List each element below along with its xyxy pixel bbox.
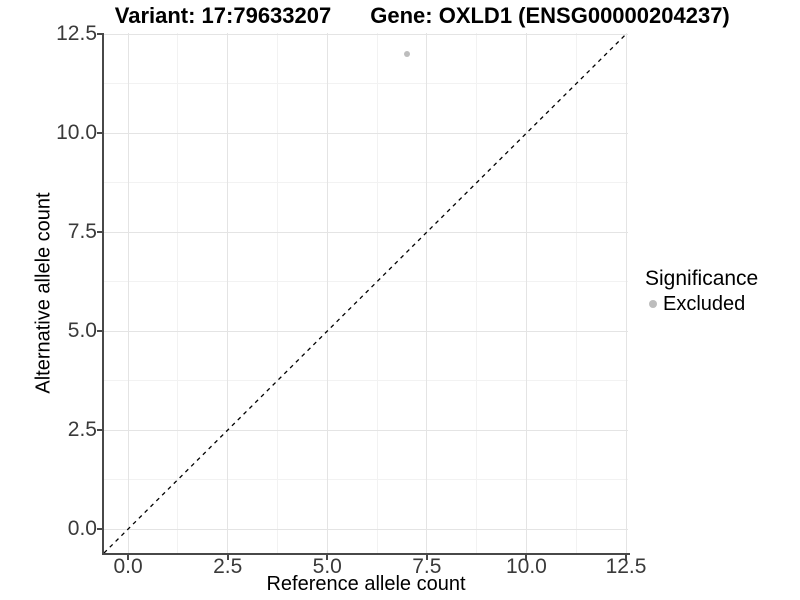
y-tick-label: 7.5 [67, 220, 97, 244]
x-minor-gridline [376, 33, 378, 553]
y-major-gridline [104, 33, 628, 35]
y-tick-mark [97, 132, 102, 135]
y-tick-label: 2.5 [67, 418, 97, 442]
y-tick-label: 0.0 [67, 517, 97, 541]
gene-title: Gene: OXLD1 (ENSG00000204237) [370, 3, 730, 28]
legend-item-label: Excluded [663, 293, 746, 315]
x-major-gridline [426, 33, 428, 553]
x-tick-mark [625, 555, 627, 560]
x-tick-mark [226, 555, 229, 560]
x-tick-mark [127, 555, 130, 560]
y-minor-gridline [104, 380, 628, 382]
x-minor-gridline [177, 33, 179, 553]
y-minor-gridline [104, 182, 628, 184]
x-tick-mark [326, 555, 329, 560]
y-tick-mark [97, 330, 102, 333]
y-tick-mark [97, 231, 102, 234]
y-minor-gridline [104, 479, 628, 481]
plot-panel [103, 32, 628, 554]
legend-items: Excluded [645, 293, 758, 315]
x-tick-label: 0.0 [113, 555, 143, 578]
y-tick-mark [97, 429, 102, 432]
x-minor-gridline [575, 33, 577, 553]
x-tick-label: 10.0 [505, 555, 547, 578]
x-major-gridline [227, 33, 229, 553]
x-major-gridline [525, 33, 527, 553]
x-major-gridline [326, 33, 328, 553]
legend: Significance Excluded [645, 267, 758, 315]
x-tick-mark [425, 555, 428, 560]
legend-key-dot [649, 300, 657, 308]
y-major-gridline [104, 429, 628, 431]
identity-line-svg [103, 32, 628, 554]
x-minor-gridline [476, 33, 478, 553]
y-major-gridline [104, 231, 628, 233]
x-tick-label: 7.5 [412, 555, 442, 578]
x-major-gridline [127, 33, 129, 553]
y-tick-mark [97, 33, 102, 36]
y-major-gridline [104, 528, 628, 530]
data-point [403, 50, 410, 57]
x-tick-label: 5.0 [312, 555, 342, 578]
identity-dashed-line [103, 32, 628, 554]
y-minor-gridline [104, 83, 628, 85]
y-major-gridline [104, 330, 628, 332]
legend-item: Excluded [649, 293, 758, 315]
y-axis-line [102, 33, 104, 554]
x-tick-label: 12.5 [605, 555, 647, 578]
y-minor-gridline [104, 281, 628, 283]
y-tick-label: 5.0 [67, 319, 97, 343]
y-tick-mark [97, 528, 102, 531]
y-tick-label: 12.5 [56, 22, 97, 46]
legend-title: Significance [645, 267, 759, 290]
x-axis-line [102, 553, 630, 555]
y-tick-label: 10.0 [56, 121, 97, 145]
variant-title: Variant: 17:79633207 [114, 3, 332, 28]
y-major-gridline [104, 132, 628, 134]
x-tick-mark [525, 555, 528, 560]
x-axis-title: Reference allele count [266, 573, 466, 595]
x-tick-label: 2.5 [213, 555, 243, 578]
x-minor-gridline [276, 33, 278, 553]
x-major-gridline [625, 33, 627, 553]
